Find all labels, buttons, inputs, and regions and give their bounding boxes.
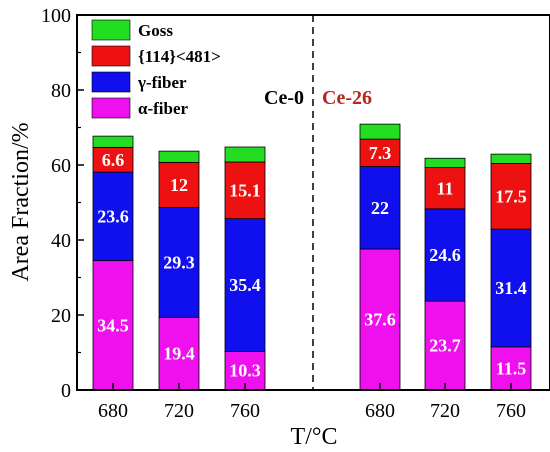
x-tick-label: 720 [430,400,460,422]
x-axis: 680 720 760 680 720 760 [98,383,526,422]
y-axis-title: Area Fraction/% [8,122,34,281]
bar-segment [359,248,401,391]
bar-segment [92,260,134,391]
data-labels-layer: 34.5 23.6 6.6 19.4 29.3 12 10.3 35.4 15.1 37.6 22 7… [97,143,527,381]
data-label: 10.3 [229,361,261,381]
y-axis: 0 20 40 60 80 100 [41,5,84,402]
bar-segment [224,146,266,163]
data-label: 11.5 [496,358,527,378]
data-label: 12 [170,175,188,195]
legend-label: α-fiber [138,99,189,118]
bar-segment [158,206,200,318]
bar-segment [490,228,532,348]
x-tick-label: 760 [230,400,260,422]
y-tick-label: 100 [41,5,71,27]
data-label: 7.3 [369,143,392,163]
data-label: 6.6 [102,150,125,170]
x-tick-label: 680 [98,400,128,422]
legend-label: {114}<481> [138,47,221,66]
data-label: 31.4 [495,278,527,298]
y-tick-label: 40 [51,230,71,252]
legend-label: Goss [138,21,173,40]
data-label: 22 [371,198,389,218]
data-label: 11 [436,178,453,198]
bar-segment [424,167,466,210]
data-label: 23.7 [429,336,461,356]
data-label: 17.5 [495,186,527,206]
data-label: 29.3 [163,252,195,272]
bar-segment [490,153,532,164]
data-label: 19.4 [163,344,195,364]
bar-segment [359,138,401,167]
bar-segment [224,161,266,220]
bar-segment [92,171,134,262]
bar-segment [490,163,532,230]
bar-segment [158,316,200,391]
y-tick-label: 60 [51,155,71,177]
bar-segment [424,157,466,169]
data-label: 15.1 [229,180,261,200]
x-tick-label: 720 [164,400,194,422]
bar-segment [490,346,532,391]
data-label: 35.4 [229,275,261,295]
bar-segment [92,135,134,148]
bar-segment [359,166,401,250]
data-label: 23.6 [97,206,129,226]
legend-swatch [91,97,131,119]
group-label-ce-26: Ce-26 [322,87,372,109]
legend-swatch [91,71,131,93]
legend-label: γ-fiber [137,73,187,92]
x-tick-label: 760 [496,400,526,422]
group-label-ce-0: Ce-0 [264,87,304,109]
x-axis-title: T/°C [291,424,338,450]
data-label: 34.5 [97,315,129,335]
bars-layer [92,123,532,391]
y-tick-label: 20 [51,305,71,327]
data-label: 24.6 [429,245,461,265]
bar-segment [224,218,266,352]
y-tick-label: 0 [61,380,71,402]
legend: Goss {114}<481> γ-fiber α-fiber [91,19,221,119]
bar-segment [158,150,200,163]
data-label: 37.6 [364,310,396,330]
y-tick-label: 80 [51,80,71,102]
bar-segment [359,123,401,140]
legend-swatch [91,19,131,41]
legend-swatch [91,45,131,67]
x-tick-label: 680 [365,400,395,422]
bar-segment [158,161,200,208]
